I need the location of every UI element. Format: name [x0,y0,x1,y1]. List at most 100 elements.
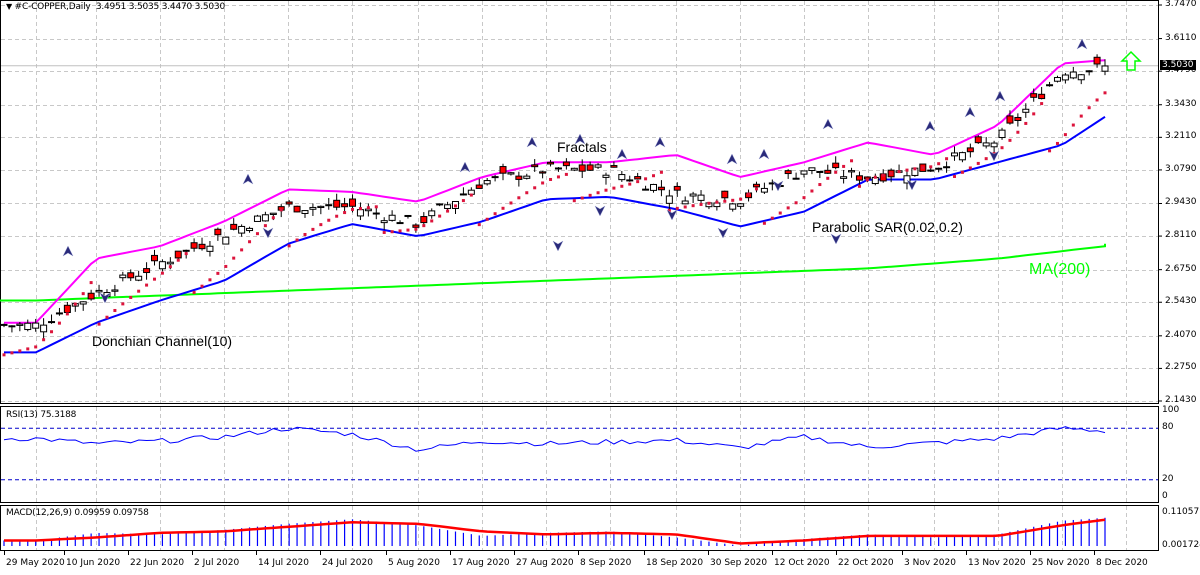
candle-body [150,254,158,262]
psar-dot [113,308,117,312]
candle-body [586,164,594,171]
psar-dot [802,196,806,200]
candle-body [420,216,428,224]
psar-dot [26,347,30,351]
psar-dot [295,238,299,242]
fractal-up-icon [459,161,471,173]
candle-body [214,228,222,236]
fractal-down-icon [666,209,678,221]
candle-body [515,175,523,180]
candle-body [855,175,863,181]
psar-dot [541,181,545,185]
psar-dot [913,167,917,171]
psar-dot [889,171,893,175]
psar-dot [1000,146,1004,150]
candle-body [222,236,230,245]
candle-body [55,312,63,315]
collapse-arrow-icon[interactable]: ▼ [6,2,12,11]
psar-dot [145,283,149,287]
date-tick-label: 22 Jun 2020 [130,558,185,568]
candle-body [40,324,48,333]
fractal-up-icon [1076,38,1088,50]
psar-dot [97,322,101,326]
psar-dot [960,170,964,174]
candle-body [246,227,254,232]
psar-dot [652,174,656,178]
candle-body [848,170,856,173]
psar-dot [358,207,362,211]
candle-body [325,204,333,207]
fractal-down-icon [717,227,729,239]
candle-body [832,162,840,169]
candle-body [174,250,182,259]
psar-dot [572,199,576,203]
candle-body [539,171,547,174]
psar-dot [644,177,648,181]
psar-dot [1032,112,1036,116]
date-tick-label: 17 Aug 2020 [452,558,510,568]
psar-dot [430,219,434,223]
rsi-tick-label: 20 [1162,473,1174,484]
psar-dot [826,176,830,180]
candle-body [372,212,380,215]
psar-dot [1087,106,1091,110]
psar-dot [873,175,877,179]
psar-dot [604,188,608,192]
candle-body [840,176,848,179]
price-tick-label: 3.0790 [1165,163,1197,174]
psar-dot [461,199,465,203]
fractal-down-icon [988,150,1000,162]
candle-body [547,161,555,165]
psar-dot [834,170,838,174]
psar-dot [699,202,703,206]
candle-body [665,195,673,204]
psar-dot [1079,114,1083,118]
psar-dot [248,240,252,244]
candle-body [618,174,626,181]
fractal-up-icon [758,148,770,160]
candle-body [119,274,127,279]
psar-dot [842,164,846,168]
psar-dot [549,177,553,181]
candle-body [0,323,8,326]
date-tick-label: 8 Sep 2020 [580,558,632,568]
fractal-up-icon [994,90,1006,102]
candle-body [127,272,135,279]
candle-body [935,167,943,170]
psar-dot [303,233,307,237]
date-tick-label: 29 May 2020 [6,558,65,568]
psar-dot [232,256,236,260]
psar-dot [691,204,695,208]
psar-dot [319,223,323,227]
candle-body [951,152,959,157]
candle-body [927,169,935,172]
psar-dot [525,191,529,195]
candle-body [8,325,16,328]
psar-dot [224,264,228,268]
date-tick-label: 2 Jul 2020 [194,558,240,568]
candle-body [206,245,214,252]
psar-dot [18,349,22,353]
date-tick-label: 3 Nov 2020 [904,558,956,568]
candle-body [824,169,832,174]
candle-body [943,166,951,169]
candle-body [63,304,71,313]
candle-body [444,204,452,209]
candle-body [673,185,681,191]
candle-body [158,261,166,270]
date-tick-label: 30 Sep 2020 [710,558,768,568]
psar-dot [121,302,125,306]
psar-dot [81,292,85,296]
donchian-upper-line [4,59,1106,324]
psar-dot [968,166,972,170]
signal-up-arrow-icon [1120,50,1142,71]
psar-dot [271,216,275,220]
psar-dot [398,229,402,233]
candle-body [594,164,602,168]
candle-body [721,190,729,199]
psar-label: Parabolic SAR(0.02,0.2) [812,219,963,235]
date-tick-label: 14 Jul 2020 [258,558,309,568]
candle-body [32,322,40,329]
psar-dot [2,353,6,357]
